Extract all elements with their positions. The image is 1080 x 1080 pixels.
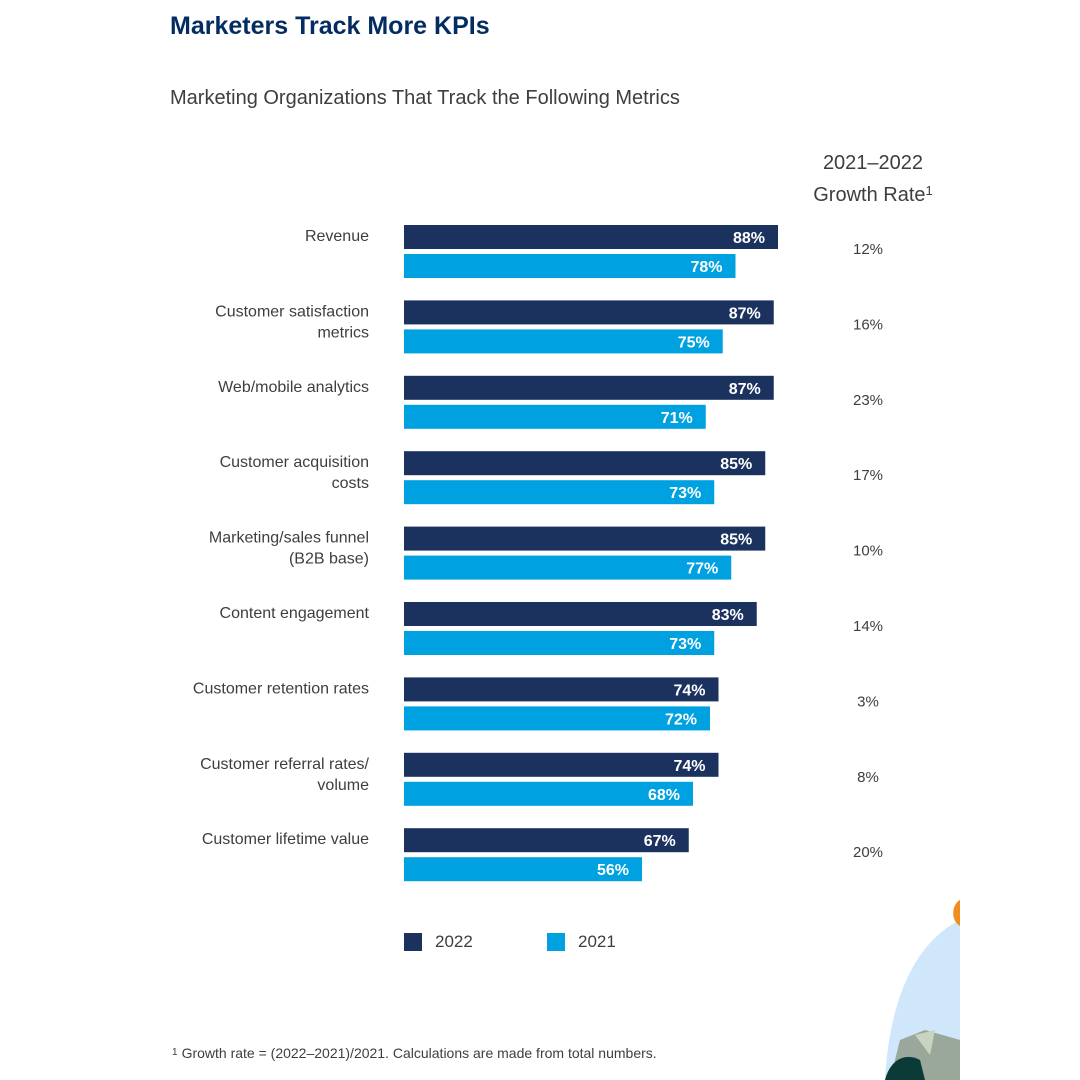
growth-rate-value: 23% — [853, 392, 883, 409]
category-label: Customer referral rates/ — [200, 756, 369, 773]
bar-value-label-2022: 85% — [720, 456, 752, 473]
bar-2022 — [404, 451, 766, 476]
category-label: (B2B base) — [289, 551, 369, 568]
bar-2021 — [404, 480, 715, 505]
category-label: Customer retention rates — [193, 680, 369, 697]
category-label: Customer acquisition — [220, 454, 369, 471]
category-label: volume — [317, 777, 369, 794]
category-label: Customer satisfaction — [215, 303, 369, 320]
footnote: 1 Growth rate = (2022–2021)/2021. Calcula… — [172, 1045, 657, 1061]
legend-swatch-2021 — [547, 933, 565, 951]
decorative-rock-highlight — [915, 1030, 935, 1055]
category-label: Content engagement — [220, 605, 370, 622]
legend-item-2022: 2022 — [404, 932, 473, 952]
bar-2021 — [404, 781, 693, 806]
bar-value-label-2022: 87% — [729, 305, 761, 322]
category-label: Customer lifetime value — [202, 831, 369, 848]
bar-value-label-2022: 87% — [729, 381, 761, 398]
decorative-orange-shape — [953, 900, 960, 926]
growth-header-line2: Growth Rate — [813, 184, 926, 206]
bar-2022 — [404, 300, 774, 325]
growth-rate-value: 3% — [857, 693, 879, 710]
growth-rate-value: 17% — [853, 467, 883, 484]
bar-value-label-2021: 75% — [678, 334, 710, 351]
bar-2022 — [404, 677, 719, 702]
bar-value-label-2022: 74% — [673, 682, 705, 699]
growth-rate-value: 12% — [853, 241, 883, 258]
category-label: metrics — [317, 324, 369, 341]
footnote-text: Growth rate = (2022–2021)/2021. Calculat… — [181, 1045, 657, 1061]
growth-rate-value: 14% — [853, 618, 883, 635]
decorative-tree-shape — [885, 1056, 925, 1080]
growth-rate-value: 8% — [857, 769, 879, 786]
bar-2021 — [404, 404, 706, 429]
bar-2022 — [404, 752, 719, 777]
bar-value-label-2022: 67% — [644, 833, 676, 850]
bar-2022 — [404, 375, 774, 400]
growth-rate-value: 20% — [853, 844, 883, 861]
bar-value-label-2022: 74% — [673, 758, 705, 775]
bar-value-label-2022: 83% — [712, 607, 744, 624]
legend-swatch-2022 — [404, 933, 422, 951]
chart-title: Marketers Track More KPIs — [170, 12, 490, 40]
growth-rate-header: 2021–2022 Growth Rate1 — [788, 150, 958, 209]
bar-2021 — [404, 857, 642, 882]
bar-value-label-2021: 68% — [648, 787, 680, 804]
bar-2021 — [404, 254, 736, 278]
bar-2022 — [404, 828, 689, 853]
bar-value-label-2021: 72% — [665, 711, 697, 728]
bar-2022 — [404, 526, 766, 551]
growth-rate-value: 16% — [853, 316, 883, 333]
bar-value-label-2021: 78% — [690, 259, 722, 276]
legend-label-2022: 2022 — [435, 932, 473, 951]
category-label: costs — [332, 475, 369, 492]
category-label: Revenue — [305, 228, 369, 245]
legend-item-2021: 2021 — [547, 932, 616, 952]
bar-value-label-2022: 85% — [720, 532, 752, 549]
bar-2021 — [404, 555, 732, 580]
growth-header-line1: 2021–2022 — [822, 152, 924, 174]
bar-2022 — [404, 602, 757, 626]
chart-subtitle: Marketing Organizations That Track the F… — [170, 87, 680, 109]
bar-value-label-2021: 71% — [661, 410, 693, 427]
bar-value-label-2021: 73% — [669, 485, 701, 502]
bar-value-label-2021: 73% — [669, 636, 701, 653]
bar-2021 — [404, 706, 710, 731]
bar-2021 — [404, 329, 723, 354]
category-label: Marketing/sales funnel — [209, 530, 369, 547]
footnote-marker: 1 — [172, 1047, 178, 1058]
bar-value-label-2021: 77% — [686, 561, 718, 578]
bar-value-label-2022: 88% — [733, 230, 765, 247]
bar-value-label-2021: 56% — [597, 862, 629, 879]
legend-label-2021: 2021 — [578, 932, 616, 951]
growth-rate-value: 10% — [853, 543, 883, 560]
category-label: Web/mobile analytics — [218, 379, 369, 396]
bar-2021 — [404, 631, 715, 655]
bar-2022 — [404, 225, 778, 249]
growth-header-footnote-marker: 1 — [925, 183, 933, 198]
decorative-illustration — [885, 900, 960, 1080]
